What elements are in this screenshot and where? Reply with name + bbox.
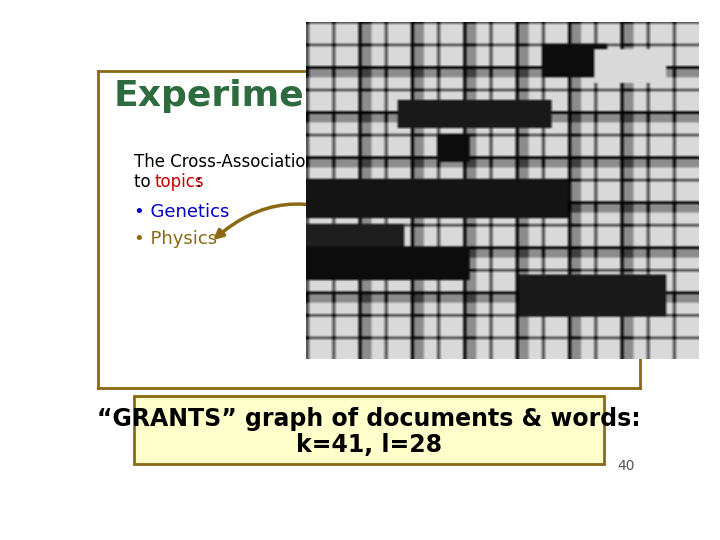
Text: coupling, deposition, plasma, beam: coupling, deposition, plasma, beam: [362, 79, 636, 94]
Text: 40: 40: [617, 459, 634, 473]
Text: • Physics: • Physics: [134, 231, 217, 248]
FancyBboxPatch shape: [365, 72, 633, 100]
Text: :: :: [196, 173, 202, 191]
FancyArrowPatch shape: [216, 204, 363, 238]
Bar: [448, 105, 464, 336]
Text: “GRANTS” graph of documents & words:: “GRANTS” graph of documents & words:: [97, 408, 641, 431]
Text: Experiments: Experiments: [113, 79, 369, 113]
FancyBboxPatch shape: [134, 396, 604, 464]
Text: topics: topics: [155, 173, 204, 191]
Text: to: to: [134, 173, 156, 191]
Text: • Genetics: • Genetics: [134, 204, 230, 221]
Text: k=41, l=28: k=41, l=28: [296, 433, 442, 457]
Text: The Cross-Associations refer: The Cross-Associations refer: [134, 153, 370, 171]
